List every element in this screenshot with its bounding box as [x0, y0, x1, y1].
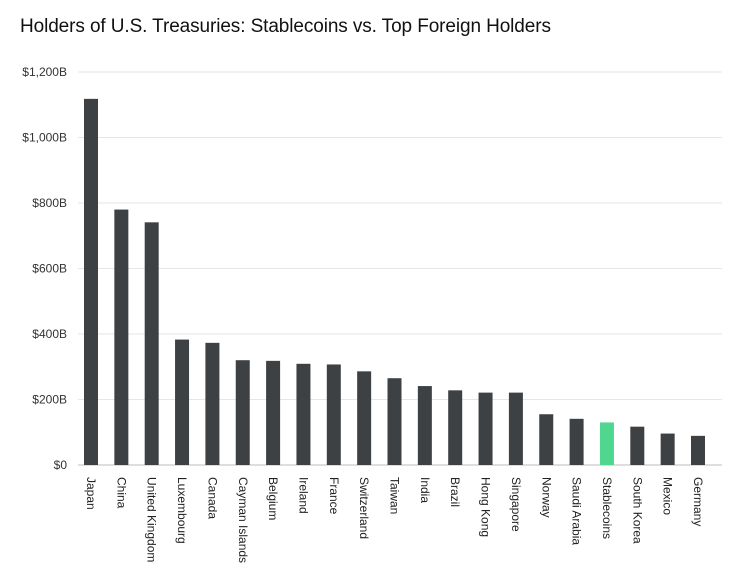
bar	[569, 418, 584, 465]
x-tick-label: Stablecoins	[600, 477, 614, 539]
x-tick-label: Luxembourg	[175, 477, 189, 544]
x-tick-label: United Kingdom	[145, 477, 159, 562]
x-tick-label: Hong Kong	[479, 477, 493, 537]
bar	[417, 386, 432, 465]
x-tick-label: South Korea	[630, 477, 644, 544]
bar	[357, 371, 372, 465]
x-tick-label: Switzerland	[357, 477, 371, 539]
x-tick-label: Cayman Islands	[236, 477, 250, 563]
y-tick-label: $1,000B	[22, 131, 67, 145]
bar	[175, 339, 190, 465]
x-tick-label: China	[114, 477, 128, 509]
x-tick-label: Brazil	[448, 477, 462, 507]
bar	[296, 363, 311, 465]
y-tick-label: $1,200B	[22, 65, 67, 79]
bar	[691, 435, 705, 465]
bar	[266, 360, 281, 465]
bar	[478, 392, 493, 465]
x-tick-label: France	[327, 477, 341, 515]
bar	[539, 414, 554, 465]
y-tick-label: $800B	[32, 196, 67, 210]
x-tick-label: India	[418, 477, 432, 503]
x-tick-label: Germany	[691, 477, 705, 526]
x-axis-ticks: Japan China United Kingdom Luxembourg Canada…	[84, 477, 705, 563]
y-axis-ticks: $0 $200B $400B $600B $800B $1,000B $1,200B	[22, 65, 67, 472]
x-tick-label: Mexico	[661, 477, 675, 515]
bar	[599, 422, 614, 465]
x-tick-label: Belgium	[266, 477, 280, 520]
bars	[84, 98, 705, 466]
x-tick-label: Japan	[84, 477, 98, 510]
bar	[660, 433, 675, 465]
y-tick-label: $400B	[32, 327, 67, 341]
bar	[448, 390, 463, 465]
x-tick-label: Singapore	[509, 477, 523, 532]
x-tick-label: Saudi Arabia	[570, 477, 584, 545]
bar	[114, 209, 129, 465]
x-tick-label: Canada	[205, 477, 219, 519]
y-tick-label: $200B	[32, 393, 67, 407]
x-tick-label: Ireland	[296, 477, 310, 514]
chart-title: Holders of U.S. Treasuries: Stablecoins …	[20, 16, 551, 37]
bar	[326, 364, 341, 465]
x-tick-label: Norway	[539, 477, 553, 518]
bar	[84, 98, 98, 466]
bar	[235, 360, 250, 465]
bar	[508, 392, 523, 465]
y-tick-label: $600B	[32, 262, 67, 276]
bar	[630, 426, 645, 465]
bar	[387, 378, 402, 465]
bar	[144, 222, 159, 465]
bar	[205, 342, 220, 465]
y-tick-label: $0	[54, 458, 68, 472]
x-tick-label: Taiwan	[388, 477, 402, 514]
